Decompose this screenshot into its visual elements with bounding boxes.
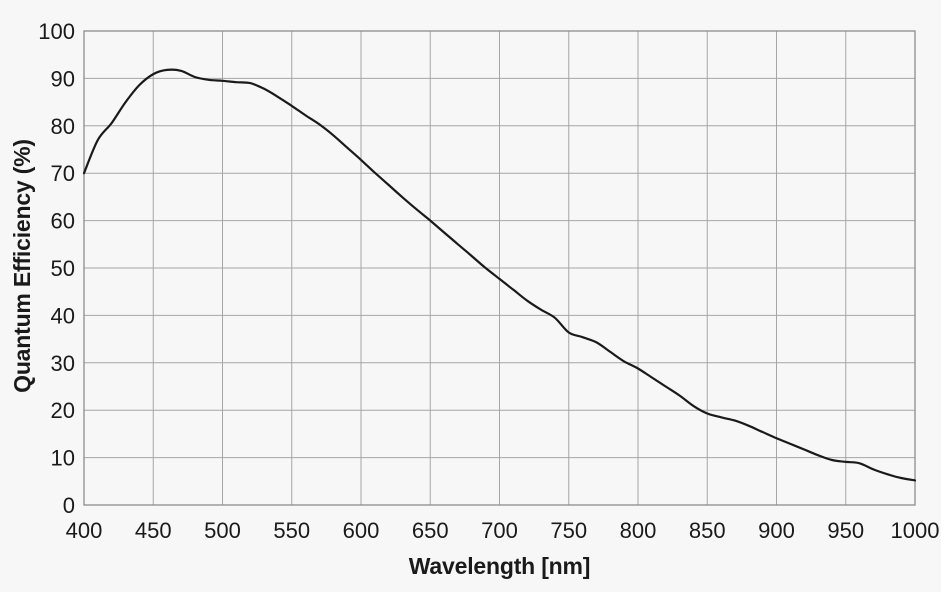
y-tick-label: 70 [51, 161, 75, 186]
x-tick-label: 550 [273, 518, 310, 543]
y-tick-label: 90 [51, 66, 75, 91]
x-tick-label: 650 [412, 518, 449, 543]
x-tick-label: 400 [66, 518, 103, 543]
x-tick-label: 500 [204, 518, 241, 543]
x-tick-label: 850 [689, 518, 726, 543]
x-tick-label: 900 [758, 518, 795, 543]
y-tick-label: 10 [51, 446, 75, 471]
x-axis-tick-labels: 400 450 500 550 600 650 700 750 800 850 900 950 1000 [66, 518, 940, 543]
y-tick-label: 30 [51, 351, 75, 376]
plot-frame [83, 30, 916, 506]
y-axis-tick-labels: 0 10 20 30 40 50 60 70 80 90 100 [38, 19, 75, 518]
x-tick-label: 950 [827, 518, 864, 543]
x-tick-label: 450 [135, 518, 172, 543]
y-tick-label: 0 [63, 493, 75, 518]
x-tick-label: 700 [481, 518, 518, 543]
y-tick-label: 20 [51, 398, 75, 423]
y-tick-label: 50 [51, 256, 75, 281]
x-tick-label: 600 [343, 518, 380, 543]
x-tick-label: 800 [620, 518, 657, 543]
y-tick-label: 80 [51, 114, 75, 139]
x-tick-label: 750 [550, 518, 587, 543]
y-tick-label: 40 [51, 303, 75, 328]
qe-curve [82, 68, 917, 482]
x-axis-title: Wavelength [nm] [409, 553, 590, 579]
y-tick-label: 100 [38, 19, 75, 44]
y-axis-title: Quantum Efficiency (%) [9, 139, 35, 393]
x-tick-label: 1000 [891, 518, 940, 543]
y-tick-label: 60 [51, 209, 75, 234]
